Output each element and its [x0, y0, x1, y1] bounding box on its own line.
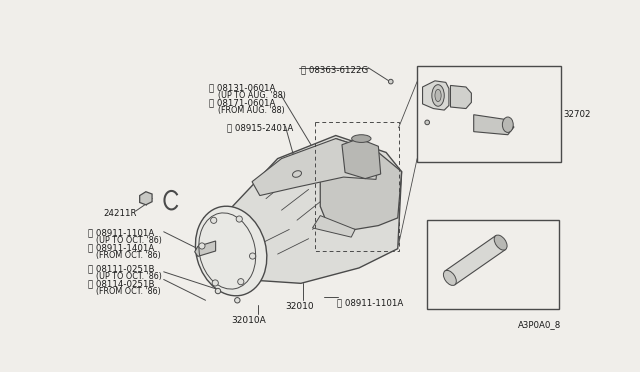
- Polygon shape: [204, 135, 402, 283]
- Circle shape: [250, 253, 255, 259]
- Text: (FROM OCT. '86): (FROM OCT. '86): [95, 251, 160, 260]
- Bar: [417, 66, 561, 163]
- Text: Ⓢ 08363-6122G: Ⓢ 08363-6122G: [301, 65, 368, 74]
- Circle shape: [388, 79, 393, 84]
- Text: (UP TO OCT. '86): (UP TO OCT. '86): [95, 235, 161, 245]
- Text: Ⓑ 08111-0251B: Ⓑ 08111-0251B: [88, 264, 154, 273]
- Text: 32710: 32710: [444, 100, 471, 109]
- Text: Ⓝ 08911-1101A: Ⓝ 08911-1101A: [88, 228, 154, 237]
- Text: KP100: KP100: [462, 294, 493, 303]
- Polygon shape: [312, 216, 355, 237]
- Text: 32010A: 32010A: [232, 316, 266, 325]
- Polygon shape: [474, 115, 514, 135]
- Text: A3P0A0_8: A3P0A0_8: [518, 320, 561, 329]
- Text: 32707: 32707: [458, 69, 485, 78]
- Circle shape: [215, 288, 221, 294]
- Text: Ⓝ 08911-1101A: Ⓝ 08911-1101A: [337, 299, 404, 308]
- Circle shape: [199, 243, 205, 249]
- Polygon shape: [342, 139, 381, 179]
- Text: (UP TO OCT. '86): (UP TO OCT. '86): [95, 272, 161, 281]
- Circle shape: [211, 217, 217, 224]
- Text: Ⓑ 08114-0251B: Ⓑ 08114-0251B: [88, 279, 154, 289]
- Ellipse shape: [444, 270, 456, 285]
- Polygon shape: [140, 192, 152, 205]
- Circle shape: [237, 279, 244, 285]
- Text: 32703: 32703: [494, 129, 522, 138]
- Ellipse shape: [435, 89, 441, 102]
- Ellipse shape: [292, 171, 301, 177]
- Ellipse shape: [432, 85, 444, 106]
- Text: 24211R: 24211R: [103, 209, 137, 218]
- Text: (FROM OCT. '86): (FROM OCT. '86): [95, 287, 160, 296]
- Text: Ⓑ 08171-0601A: Ⓑ 08171-0601A: [209, 99, 276, 108]
- Text: Ⓝ 08911-1401A: Ⓝ 08911-1401A: [88, 243, 154, 252]
- Ellipse shape: [494, 235, 507, 250]
- Polygon shape: [320, 139, 402, 230]
- Circle shape: [212, 280, 218, 286]
- Circle shape: [425, 120, 429, 125]
- Text: 32712: 32712: [424, 135, 452, 144]
- Polygon shape: [445, 235, 506, 285]
- Circle shape: [236, 216, 243, 222]
- Polygon shape: [195, 241, 216, 256]
- Text: 32709: 32709: [481, 97, 509, 106]
- Polygon shape: [422, 81, 449, 110]
- Bar: [315, 122, 399, 251]
- Text: Ⓦ 08915-2401A: Ⓦ 08915-2401A: [227, 123, 294, 132]
- Bar: [428, 220, 559, 309]
- Text: Ⓑ 08131-0601A: Ⓑ 08131-0601A: [209, 83, 276, 92]
- Text: 32702: 32702: [564, 110, 591, 119]
- Circle shape: [235, 298, 240, 303]
- Polygon shape: [252, 139, 378, 196]
- Polygon shape: [451, 86, 472, 109]
- Ellipse shape: [195, 206, 267, 296]
- Text: (FROM AUG. '88): (FROM AUG. '88): [218, 106, 285, 115]
- Ellipse shape: [351, 135, 371, 142]
- Text: 32010: 32010: [285, 302, 314, 311]
- Text: (UP TO AUG. '88): (UP TO AUG. '88): [218, 91, 286, 100]
- Ellipse shape: [502, 117, 513, 132]
